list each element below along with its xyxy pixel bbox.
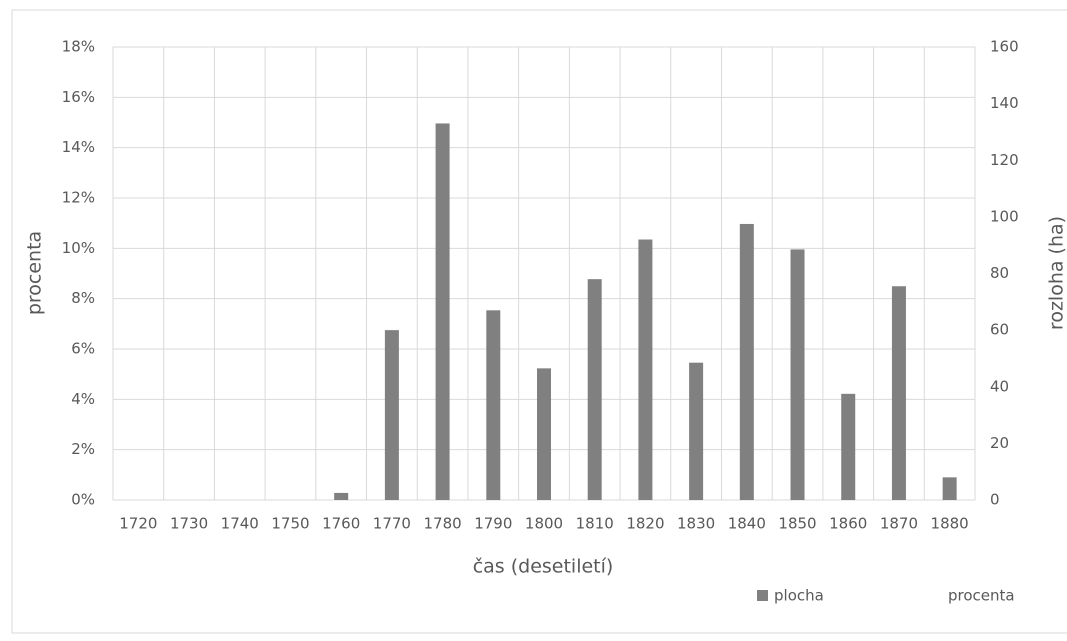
y-tick-label: 6% (71, 340, 95, 358)
y2-tick-label: 20 (990, 434, 1009, 452)
bar (790, 249, 805, 500)
bar (841, 393, 856, 500)
bar (689, 362, 704, 500)
y-tick-label: 10% (62, 239, 95, 257)
y2-tick-label: 100 (990, 207, 1019, 225)
y2-tick-label: 40 (990, 377, 1009, 395)
x-tick-label: 1740 (221, 515, 259, 533)
x-tick-label: 1760 (322, 515, 360, 533)
x-tick-label: 1790 (474, 515, 512, 533)
y-tick-label: 8% (71, 289, 95, 307)
x-tick-label: 1850 (778, 515, 816, 533)
y-tick-label: 4% (71, 390, 95, 408)
x-tick-label: 1820 (626, 515, 664, 533)
bar (891, 286, 906, 500)
y2-tick-label: 80 (990, 264, 1009, 282)
bar (942, 477, 957, 500)
bar (638, 239, 653, 500)
y-tick-label: 12% (62, 189, 95, 207)
bar (486, 310, 501, 500)
x-tick-label: 1840 (728, 515, 766, 533)
x-axis-title: čas (desetiletí) (473, 556, 614, 578)
x-tick-label: 1830 (677, 515, 715, 533)
y-tick-label: 14% (62, 138, 95, 156)
x-tick-label: 1780 (423, 515, 461, 533)
y-tick-label: 0% (71, 491, 95, 509)
x-tick-label: 1800 (525, 515, 563, 533)
x-tick-label: 1860 (829, 515, 867, 533)
y-axis-title: procenta (24, 231, 46, 315)
bar (435, 123, 450, 500)
chart-border (11, 9, 1067, 634)
y-tick-label: 16% (62, 88, 95, 106)
legend-swatch (757, 590, 768, 601)
y2-axis-title: rozloha (ha) (1046, 216, 1067, 330)
x-tick-label: 1750 (271, 515, 309, 533)
bar (587, 279, 602, 500)
y2-tick-label: 60 (990, 321, 1009, 339)
y2-tick-label: 120 (990, 151, 1019, 169)
y2-tick-label: 160 (990, 38, 1019, 56)
x-tick-label: 1730 (170, 515, 208, 533)
legend-label: procenta (948, 587, 1015, 605)
x-tick-label: 1880 (931, 515, 969, 533)
y2-tick-label: 0 (990, 491, 1000, 509)
y-tick-label: 2% (71, 440, 95, 458)
legend-label: plocha (774, 587, 824, 605)
x-tick-label: 1870 (880, 515, 918, 533)
x-tick-label: 1720 (119, 515, 157, 533)
bar (537, 368, 551, 500)
bar (334, 492, 349, 500)
x-tick-label: 1770 (373, 515, 411, 533)
bar (384, 330, 399, 500)
x-tick-label: 1810 (576, 515, 614, 533)
bar (739, 223, 754, 500)
y-tick-label: 18% (62, 38, 95, 56)
y2-tick-label: 140 (990, 94, 1019, 112)
